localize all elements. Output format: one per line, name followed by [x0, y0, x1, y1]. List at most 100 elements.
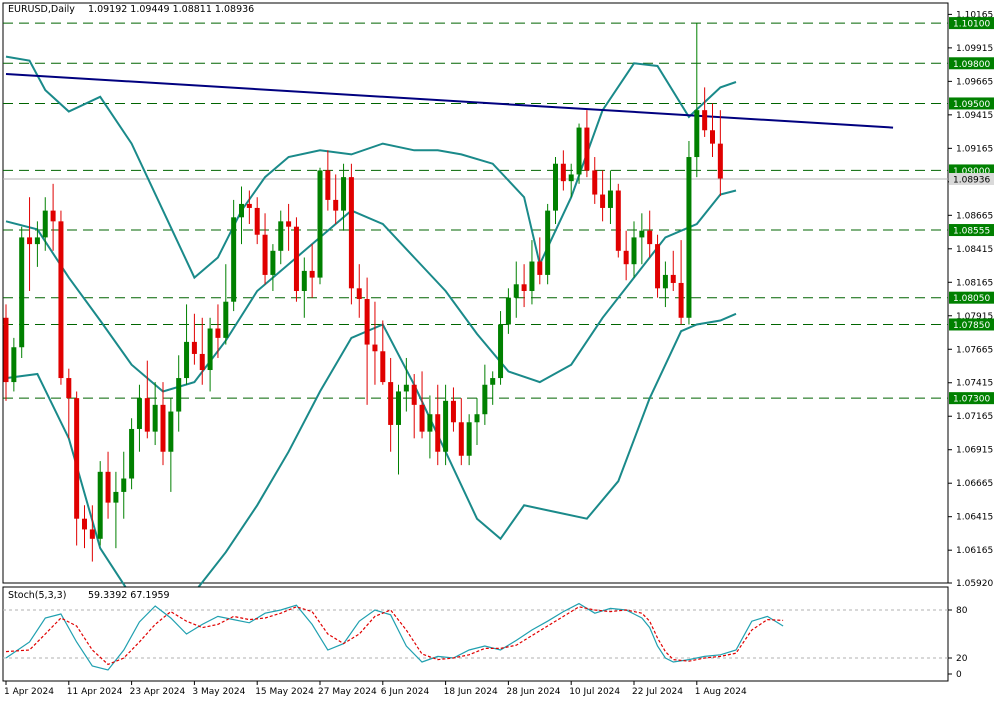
candle-body: [694, 110, 700, 158]
candle: [466, 414, 472, 466]
candle-body: [246, 203, 252, 208]
horizontal-levels: [3, 22, 948, 399]
candle: [136, 384, 142, 452]
candle-body: [662, 274, 668, 289]
candle: [396, 384, 401, 475]
candle-body: [286, 221, 292, 227]
candle-body: [129, 428, 135, 479]
price-tick-label: 1.07415: [956, 379, 993, 389]
stochastic-name-label: Stoch(5,3,3): [8, 590, 66, 601]
candle-body: [239, 203, 244, 218]
candle-body: [168, 411, 174, 452]
price-tick-label: 1.06165: [956, 546, 993, 556]
time-tick-label: 27 May 2024: [318, 687, 377, 697]
candle-body: [364, 299, 370, 345]
level-label-box: [949, 291, 994, 304]
candle: [144, 360, 150, 439]
candle-body: [686, 157, 692, 318]
stochastic-tick-label: 20: [956, 654, 968, 664]
level-label-text: 1.08555: [953, 227, 990, 237]
candle-body: [380, 351, 386, 383]
candle-body: [270, 250, 276, 275]
candle: [129, 418, 135, 490]
level-label-text: 1.08050: [953, 294, 990, 304]
candle: [545, 203, 551, 285]
candle: [42, 197, 48, 251]
candle: [333, 174, 339, 225]
candle: [231, 199, 237, 312]
current-price-box: [949, 173, 994, 186]
candle-body: [27, 237, 33, 245]
candle: [662, 261, 668, 308]
stochastic-lines: [5, 602, 784, 671]
time-tick-label: 10 Jul 2024: [569, 687, 620, 697]
candle: [341, 163, 347, 231]
price-tick-label: 1.07665: [956, 345, 993, 355]
candle-body: [262, 234, 268, 275]
candle-body: [152, 404, 158, 432]
candle-body: [121, 478, 127, 492]
candle: [223, 264, 229, 345]
trendline-line: [5, 72, 894, 129]
candle: [482, 364, 488, 425]
candle-body: [584, 127, 590, 171]
candle-body: [254, 207, 260, 235]
candle: [58, 210, 64, 385]
candle: [286, 203, 292, 251]
time-tick-label: 1 Apr 2024: [4, 687, 54, 697]
candle: [615, 183, 621, 258]
candle-body: [396, 391, 401, 425]
candle: [325, 150, 331, 211]
candle-body: [89, 529, 95, 539]
candle: [215, 304, 221, 358]
time-tick-label: 22 Jul 2024: [632, 687, 683, 697]
candle-body: [505, 297, 511, 325]
candle: [474, 398, 480, 446]
level-labels: 1.10100 1.09800 1.09500 1.09000 1.08555 1.080…: [949, 17, 994, 405]
candle-body: [231, 217, 237, 302]
candle-body: [403, 384, 409, 392]
candle-body: [301, 270, 307, 291]
level-label-box: [949, 97, 994, 110]
candle: [121, 451, 127, 519]
candle: [717, 110, 723, 196]
candle-body: [97, 471, 103, 539]
candle: [301, 257, 307, 318]
candle: [34, 221, 40, 267]
candle-body: [293, 226, 299, 291]
candle-body: [411, 384, 417, 405]
candle-body: [388, 382, 394, 425]
price-tick-label: 1.09165: [956, 144, 993, 154]
candle-body: [317, 170, 323, 278]
candle-body: [341, 177, 347, 211]
candle-body: [419, 404, 425, 432]
candle: [270, 244, 276, 291]
candle: [450, 387, 456, 432]
price-tick-label: 1.10165: [956, 10, 993, 20]
stochastic-main-line: [5, 602, 784, 671]
candle: [207, 317, 213, 392]
stochastic-signal-line: [5, 606, 784, 666]
level-label-box: [949, 224, 994, 237]
candle-body: [537, 261, 543, 275]
candle: [560, 150, 566, 191]
candle-body: [521, 284, 527, 291]
candle-body: [623, 250, 629, 265]
candle: [458, 398, 464, 466]
candle: [631, 221, 637, 278]
candle-body: [113, 491, 119, 503]
price-pane-frame: [2, 2, 949, 584]
candle: [592, 157, 598, 204]
stochastic-tick-label: 80: [956, 606, 968, 616]
candle: [176, 355, 182, 432]
time-tick-label: 11 Apr 2024: [67, 687, 123, 697]
candle-body: [19, 237, 25, 348]
stochastic-values-label: 59.3392 67.1959: [88, 590, 170, 601]
candle-body: [325, 170, 331, 200]
candle: [160, 382, 166, 466]
candle-body: [600, 194, 606, 208]
candle: [490, 371, 496, 405]
candle: [262, 213, 268, 285]
candle-body: [3, 317, 9, 383]
